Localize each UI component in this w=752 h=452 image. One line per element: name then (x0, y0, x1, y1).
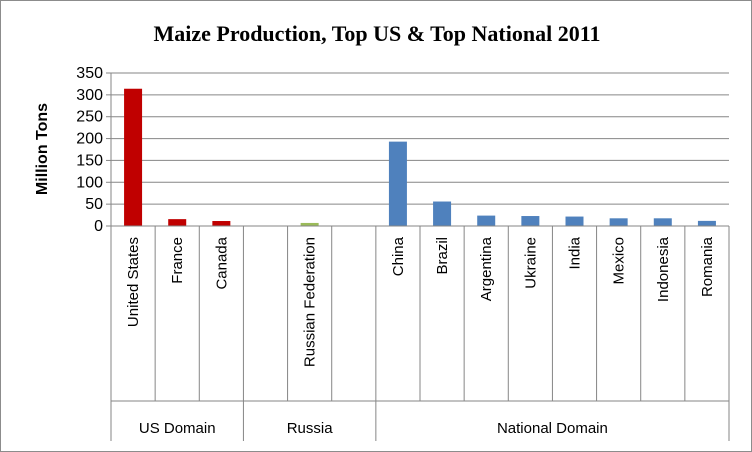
y-tick-label: 200 (76, 131, 103, 148)
y-tick-label: 300 (76, 87, 103, 104)
x-category-label: United States (125, 237, 142, 327)
x-category-label: Indonesia (655, 236, 672, 302)
y-tick-label: 100 (76, 174, 103, 191)
y-tick-label: 350 (76, 65, 103, 82)
bar (697, 220, 716, 226)
bar (521, 216, 540, 226)
axis-labels: 0 50 100 150 200 250 300 350 United States France… (76, 65, 716, 437)
x-category-label: Argentina (478, 236, 495, 301)
x-category-label: Mexico (611, 237, 628, 285)
y-axis-label: Million Tons (34, 103, 51, 195)
y-tick-label: 50 (85, 196, 103, 213)
bar (565, 216, 584, 226)
bar (168, 219, 187, 226)
x-category-label: Ukraine (522, 237, 539, 289)
bar (609, 218, 628, 226)
x-category-label: India (567, 236, 584, 269)
x-category-label: China (390, 236, 407, 276)
bar (388, 141, 407, 226)
bar (212, 221, 231, 226)
bar (653, 218, 672, 226)
x-category-label: Russian Federation (302, 237, 319, 367)
bar (300, 222, 319, 226)
y-tick-label: 0 (94, 218, 103, 235)
x-category-label: Romania (699, 236, 716, 297)
x-category-label: Brazil (434, 237, 451, 275)
x-category-label: Canada (213, 236, 230, 289)
axes (106, 72, 730, 441)
group-label: US Domain (139, 420, 216, 437)
group-label: National Domain (497, 420, 608, 437)
gridlines (111, 72, 729, 205)
chart-title: Maize Production, Top US & Top National … (153, 21, 600, 46)
x-category-label: France (169, 237, 186, 284)
group-label: Russia (287, 420, 334, 437)
bar (433, 201, 452, 226)
y-tick-label: 250 (76, 109, 103, 126)
bar (124, 88, 143, 226)
bars (124, 88, 716, 226)
bar (477, 215, 496, 226)
y-tick-label: 150 (76, 152, 103, 169)
